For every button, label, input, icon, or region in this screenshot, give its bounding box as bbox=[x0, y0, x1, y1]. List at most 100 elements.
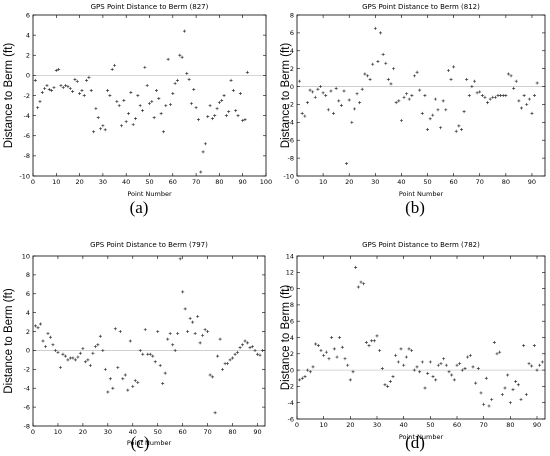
data-point bbox=[258, 353, 262, 357]
data-point bbox=[141, 109, 145, 113]
y-axis-label: Distance to Berm (ft) bbox=[3, 43, 15, 149]
data-point bbox=[178, 257, 182, 261]
x-tick-label: 20 bbox=[345, 178, 353, 186]
plot-frame bbox=[296, 255, 546, 420]
data-point bbox=[405, 92, 409, 96]
data-point bbox=[186, 330, 190, 334]
data-point bbox=[365, 74, 369, 78]
data-point bbox=[122, 99, 126, 103]
data-point bbox=[509, 74, 513, 78]
data-point bbox=[40, 90, 44, 94]
data-point bbox=[522, 94, 526, 97]
data-point bbox=[61, 352, 65, 356]
x-axis-label: Point Number bbox=[399, 433, 444, 441]
y-tick-label: -10 bbox=[19, 172, 30, 180]
data-point bbox=[354, 265, 358, 269]
data-point bbox=[410, 349, 414, 353]
data-point bbox=[261, 348, 265, 352]
data-point bbox=[159, 112, 163, 116]
data-point bbox=[392, 67, 396, 71]
x-tick-label: 40 bbox=[400, 421, 408, 429]
data-point bbox=[373, 26, 377, 30]
data-point bbox=[340, 345, 344, 349]
x-axis-label: Point Number bbox=[127, 190, 172, 198]
data-point bbox=[206, 115, 210, 119]
data-point bbox=[318, 85, 322, 89]
data-point bbox=[152, 116, 156, 120]
data-point bbox=[463, 366, 467, 370]
data-point bbox=[47, 87, 51, 91]
caption-a: (a) bbox=[129, 198, 149, 217]
data-point bbox=[330, 336, 334, 339]
data-point bbox=[415, 365, 419, 369]
data-point bbox=[92, 130, 96, 134]
x-tick-label: 70 bbox=[203, 428, 211, 436]
data-point bbox=[213, 411, 217, 415]
y-tick-label: 4 bbox=[26, 31, 30, 39]
data-point bbox=[78, 91, 82, 95]
data-point bbox=[383, 383, 387, 387]
data-point bbox=[358, 101, 362, 105]
data-point bbox=[371, 62, 375, 66]
chart-title: GPS Point Distance to Berm (797) bbox=[90, 241, 208, 249]
data-point bbox=[347, 98, 351, 102]
data-point bbox=[231, 356, 235, 360]
x-tick-label: 100 bbox=[260, 178, 272, 186]
y-tick-label: -6 bbox=[288, 415, 294, 423]
x-axis-label: Point Number bbox=[399, 190, 444, 198]
x-tick-label: 80 bbox=[506, 421, 514, 429]
data-point bbox=[43, 86, 47, 90]
data-point bbox=[161, 130, 165, 134]
data-point bbox=[46, 331, 50, 335]
data-point bbox=[153, 360, 157, 364]
data-point bbox=[208, 104, 212, 108]
data-point bbox=[238, 346, 242, 350]
data-point bbox=[173, 81, 177, 85]
data-point bbox=[535, 81, 539, 85]
data-point bbox=[368, 77, 372, 81]
x-tick-label: 50 bbox=[145, 178, 153, 186]
y-axis-label: Distance to Berm (ft) bbox=[280, 285, 292, 391]
data-point bbox=[201, 333, 205, 337]
x-tick-label: 20 bbox=[75, 178, 83, 186]
data-point bbox=[238, 91, 242, 95]
data-point bbox=[136, 381, 140, 385]
chart-panel-d: GPS Point Distance to Berm (782)0 10 20 30 4… bbox=[280, 241, 546, 441]
data-point bbox=[141, 352, 145, 356]
y-tick-label: 6 bbox=[26, 290, 30, 298]
data-point bbox=[226, 362, 230, 366]
y-tick-label: 0 bbox=[290, 83, 294, 91]
data-point bbox=[138, 348, 142, 352]
data-point bbox=[503, 386, 507, 390]
data-point bbox=[176, 331, 180, 335]
data-point bbox=[196, 118, 200, 122]
data-point bbox=[57, 67, 61, 71]
data-point bbox=[452, 378, 456, 382]
data-point bbox=[410, 94, 414, 97]
data-point bbox=[127, 112, 131, 116]
data-point bbox=[480, 94, 484, 97]
data-point bbox=[426, 371, 430, 375]
y-tick-label: -2 bbox=[288, 383, 294, 391]
data-point bbox=[329, 89, 333, 93]
y-tick-label: 4 bbox=[290, 47, 294, 55]
data-point bbox=[128, 339, 132, 343]
y-tick-label: 8 bbox=[26, 271, 30, 279]
data-point bbox=[101, 124, 105, 128]
data-point bbox=[251, 345, 255, 349]
data-point bbox=[246, 341, 250, 345]
y-tick-label: -2 bbox=[24, 92, 30, 100]
data-point bbox=[467, 94, 471, 97]
x-tick-label: 30 bbox=[104, 428, 112, 436]
data-point bbox=[379, 31, 383, 35]
data-point bbox=[418, 88, 422, 92]
data-point bbox=[386, 384, 390, 388]
data-point bbox=[334, 86, 338, 90]
y-tick-label: 0 bbox=[290, 366, 294, 374]
data-point bbox=[81, 347, 85, 351]
data-point bbox=[493, 95, 497, 99]
data-point bbox=[335, 355, 339, 359]
data-point bbox=[94, 107, 98, 111]
data-point bbox=[189, 102, 193, 106]
data-point bbox=[134, 117, 138, 121]
